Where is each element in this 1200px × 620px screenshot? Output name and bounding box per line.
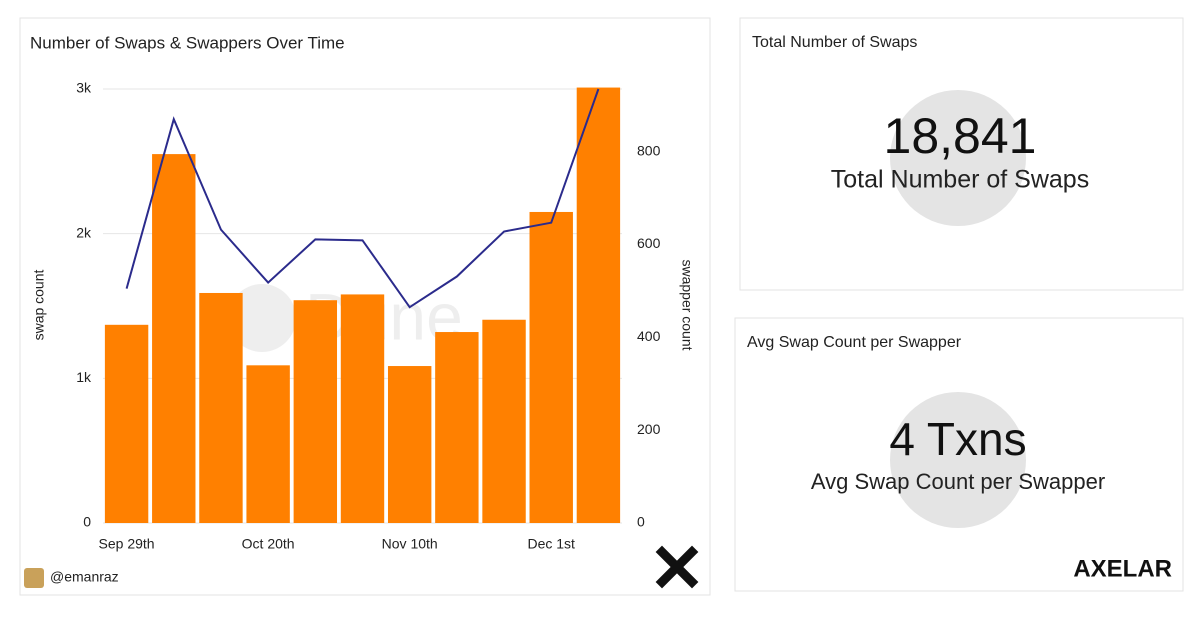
y2-tick-label: 800: [637, 142, 661, 158]
chart-title: Number of Swaps & Swappers Over Time: [30, 33, 345, 52]
counter-bg: [890, 90, 1026, 226]
bar: [529, 211, 573, 523]
watermark-icon: [228, 284, 296, 352]
line: [125, 88, 600, 309]
bar: [387, 366, 432, 523]
bar: [293, 300, 338, 523]
x-tick-label: Sep 29th: [99, 536, 155, 552]
bar: [152, 154, 196, 523]
y2-tick-label: 400: [637, 328, 661, 344]
y2-axis-label: swapper count: [679, 259, 695, 350]
plot: 0 1k 2k 3k 0 200 400 600 800 Sep 29th Oct 20th Nov …: [76, 80, 660, 552]
bar: [482, 319, 526, 523]
y2-tick-label: 200: [637, 421, 661, 437]
counter-title: Total Number of Swaps: [752, 34, 917, 51]
y-axis-label: swap count: [31, 269, 47, 340]
bar: [576, 87, 621, 523]
bar: [199, 292, 243, 523]
y-tick-label: 0: [83, 514, 91, 530]
y-tick-label: 3k: [76, 80, 92, 96]
bar: [246, 365, 290, 523]
counter-subtitle: Avg Swap Count per Swapper: [811, 469, 1105, 494]
y2-tick-label: 0: [637, 514, 645, 530]
counter-title: Avg Swap Count per Swapper: [747, 334, 962, 351]
counter-subtitle: Total Number of Swaps: [831, 166, 1089, 194]
bar: [104, 324, 149, 523]
x-tick-label: Oct 20th: [242, 536, 295, 552]
brand-logo: AXELAR: [1073, 555, 1172, 582]
counter-bg: [890, 392, 1026, 528]
y-tick-label: 1k: [76, 369, 92, 385]
bar: [340, 294, 385, 523]
y2-tick-label: 600: [637, 235, 661, 251]
counter-value: 4 Txns: [889, 413, 1026, 465]
author-avatar: [24, 568, 44, 588]
author[interactable]: @emanraz: [50, 569, 119, 585]
y-tick-label: 2k: [76, 224, 92, 240]
bar: [435, 332, 479, 523]
counter-value: 18,841: [884, 108, 1037, 164]
x-tick-label: Nov 10th: [382, 536, 438, 552]
x-tick-label: Dec 1st: [527, 536, 575, 552]
x-logo: [655, 545, 699, 589]
